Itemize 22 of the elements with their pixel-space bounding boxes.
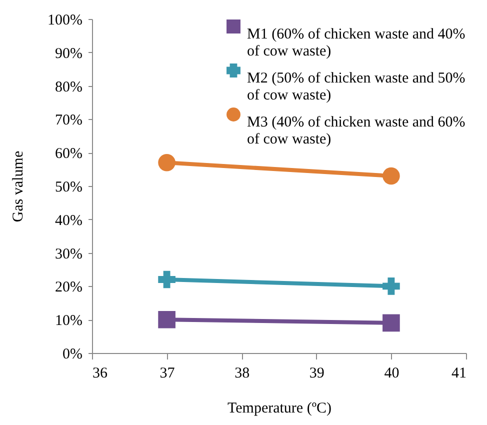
y-tick-label: 100% bbox=[48, 12, 82, 28]
x-tick-label: 39 bbox=[309, 366, 324, 382]
y-tick-label: 50% bbox=[55, 180, 82, 196]
x-tick-label: 38 bbox=[234, 366, 250, 382]
legend-label: M3 (40% of chicken waste and 60% of cow waste) bbox=[247, 114, 466, 148]
y-tick-label: 90% bbox=[55, 46, 82, 62]
y-tick-label: 30% bbox=[55, 246, 82, 262]
x-tick-label: 40 bbox=[384, 366, 400, 382]
legend-label: M2 (50% of chicken waste and 50% of cow waste) bbox=[247, 70, 466, 104]
y-tick-label: 70% bbox=[55, 112, 82, 129]
x-tick-label: 37 bbox=[160, 366, 176, 382]
x-tick-label: 41 bbox=[452, 366, 466, 382]
x-axis-title: Temperature (ºC) bbox=[228, 400, 332, 416]
x-tick-label: 36 bbox=[92, 366, 108, 382]
y-tick-label: 0% bbox=[62, 346, 82, 362]
y-tick-label: 10% bbox=[55, 313, 82, 330]
legend-label: M1 (60% of chicken waste and 40% of cow waste) bbox=[247, 26, 466, 60]
y-tick-label: 80% bbox=[55, 79, 82, 96]
y-tick-label: 20% bbox=[55, 280, 82, 296]
y-axis-title: Gas valume bbox=[10, 150, 27, 222]
y-tick-label: 60% bbox=[55, 146, 82, 162]
y-tick-label: 40% bbox=[55, 212, 82, 229]
